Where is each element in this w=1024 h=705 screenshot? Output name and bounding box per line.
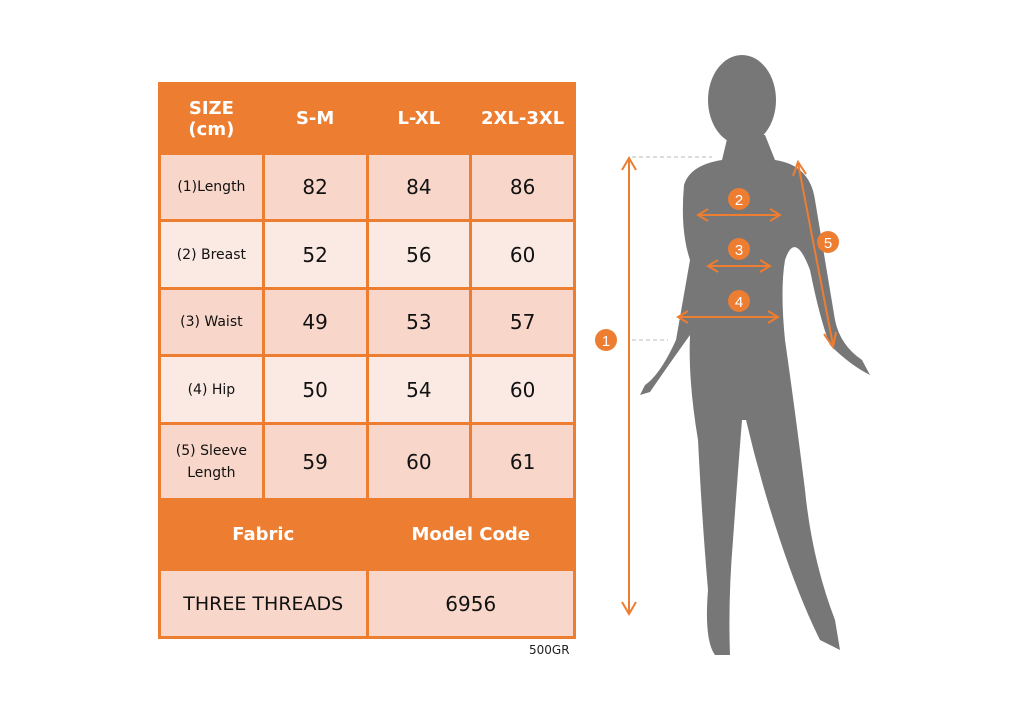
fabric-label: Fabric: [158, 498, 369, 571]
marker-3: 3: [728, 238, 750, 260]
cell: 60: [469, 219, 576, 290]
row-label: (2) Breast: [158, 219, 265, 290]
row-label: (3) Waist: [158, 287, 265, 357]
column-header: L-XL: [365, 82, 473, 155]
table-header-row: SIZE (cm) S-M L-XL 2XL-3XL: [158, 82, 576, 155]
column-header: S-M: [261, 82, 369, 155]
svg-text:2: 2: [735, 192, 743, 209]
cell: 60: [365, 422, 473, 501]
measurement-arrows: [621, 156, 837, 616]
table-row: (4) Hip 50 54 60: [158, 354, 576, 425]
column-header: 2XL-3XL: [469, 82, 576, 155]
fabric-header-row: Fabric Model Code: [158, 498, 576, 571]
cell: 54: [365, 354, 473, 425]
model-code-label: Model Code: [365, 498, 576, 571]
cell: 57: [469, 287, 576, 357]
silhouette: [640, 55, 870, 655]
unit-label: (cm): [188, 118, 235, 140]
cell: 82: [261, 152, 369, 222]
cell: 59: [261, 422, 369, 501]
table-row: (2) Breast 52 56 60: [158, 219, 576, 290]
table-row: (3) Waist 49 53 57: [158, 287, 576, 357]
guide-lines: [632, 156, 712, 341]
row-label: (1)Length: [158, 152, 265, 222]
cell: 86: [469, 152, 576, 222]
table-row: (1)Length 82 84 86: [158, 152, 576, 222]
size-label: SIZE: [188, 97, 234, 119]
cell: 61: [469, 422, 576, 501]
marker-4: 4: [728, 290, 750, 312]
row-label: (4) Hip: [158, 354, 265, 425]
marker-5: 5: [817, 231, 839, 253]
marker-2: 2: [728, 188, 750, 210]
cell: 53: [365, 287, 473, 357]
weight-note: 500GR: [529, 643, 570, 657]
svg-text:3: 3: [735, 242, 743, 259]
svg-text:4: 4: [735, 294, 743, 311]
svg-text:5: 5: [824, 235, 832, 252]
cell: 50: [261, 354, 369, 425]
marker-1: 1: [595, 329, 617, 351]
row-label: (5) Sleeve Length: [158, 422, 265, 501]
table-row: (5) Sleeve Length 59 60 61: [158, 422, 576, 501]
cell: 84: [365, 152, 473, 222]
cell: 60: [469, 354, 576, 425]
cell: 52: [261, 219, 369, 290]
fabric-value: THREE THREADS: [158, 568, 369, 639]
size-header: SIZE (cm): [158, 82, 265, 155]
svg-text:1: 1: [602, 333, 610, 350]
body-silhouette-figure: 1 2 3 4 5: [595, 55, 870, 655]
fabric-value-row: THREE THREADS 6956: [158, 568, 576, 639]
size-chart-table: SIZE (cm) S-M L-XL 2XL-3XL (1)Length 82 8…: [158, 82, 576, 639]
cell: 56: [365, 219, 473, 290]
cell: 49: [261, 287, 369, 357]
model-code-value: 6956: [365, 568, 576, 639]
